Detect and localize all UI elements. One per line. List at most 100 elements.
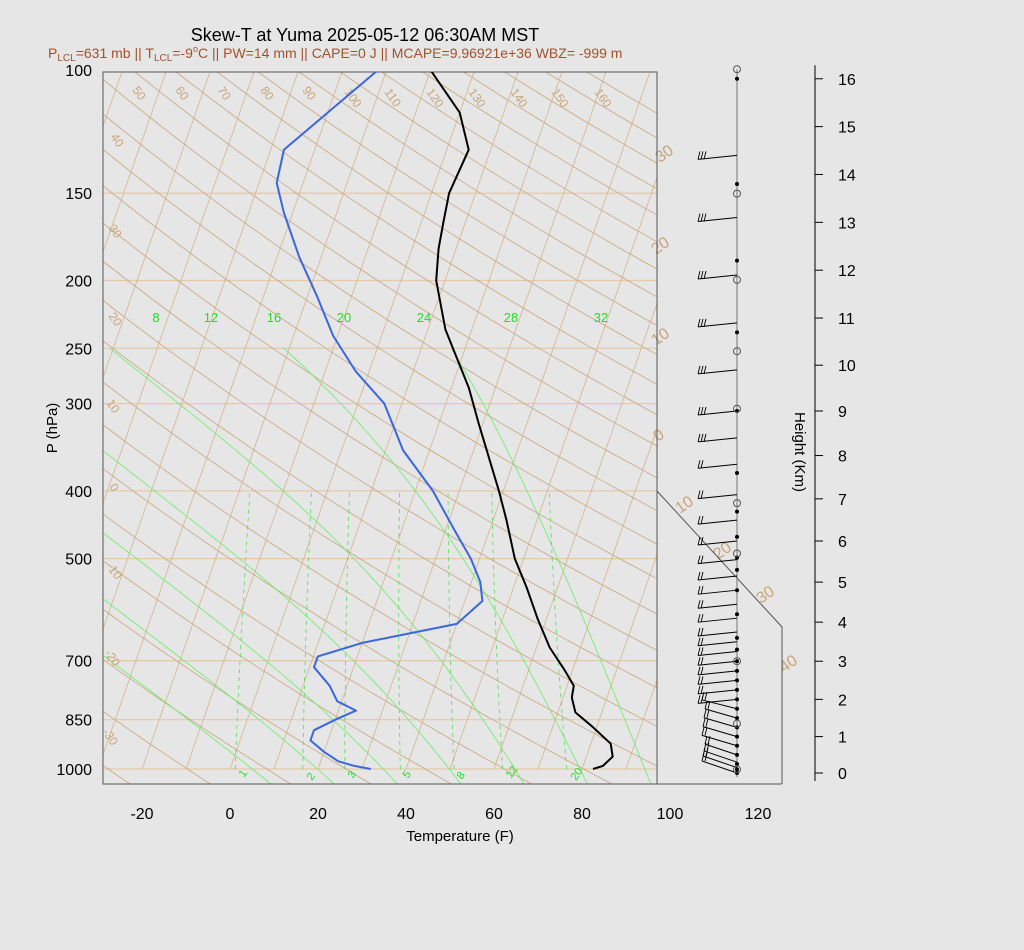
y-axis-label: P (hPa) [44, 403, 61, 454]
dry-adiabat-line [421, 72, 657, 216]
height-tick-label: 15 [838, 120, 856, 137]
wind-barb-feather [706, 742, 710, 752]
wind-level-circle [733, 549, 741, 558]
isotherm-line [449, 176, 657, 770]
moist-adiabat-line [103, 532, 398, 784]
wind-level-circle [733, 275, 741, 284]
wind-barb-feather [703, 270, 707, 280]
wind-barb-feather [697, 600, 701, 609]
wind-level-circle [733, 765, 741, 774]
y-tick-label: 850 [65, 713, 92, 730]
wind-barb-feather [697, 627, 701, 637]
dry-adiabat-line [103, 710, 211, 784]
wind-level-dot [735, 687, 739, 692]
dry-adiabat-line [103, 424, 657, 767]
wind-level-dot [735, 767, 739, 772]
dry-adiabat-line [103, 513, 532, 784]
height-tick-label: 4 [838, 615, 847, 632]
wind-level-dot [735, 330, 739, 335]
wind-barb-feather [700, 637, 704, 646]
wind-barb-feather [700, 213, 704, 222]
wind-level-dot [735, 182, 739, 187]
isotherm-label: 130 [466, 86, 489, 111]
isotherm-edge-label: 20 [649, 234, 673, 258]
dry-adiabat-line [103, 340, 657, 689]
wind-level-dot [735, 76, 739, 81]
dry-adiabat-label: 20 [106, 310, 125, 329]
isotherm-edge-label: 10 [649, 325, 673, 349]
dry-adiabat-line [103, 764, 131, 784]
wind-barb-feather [697, 685, 701, 695]
isotherm-line [229, 72, 475, 770]
dry-adiabat-line [503, 72, 657, 164]
chart-subtitle: PLCL=631 mb || TLCL=-9oC || PW=14 mm || … [48, 44, 622, 64]
wind-level-circle [733, 189, 741, 198]
wind-barb-staff [697, 589, 738, 595]
dry-adiabat-line [544, 72, 657, 139]
x-tick-label: 100 [657, 806, 684, 823]
dry-adiabat-line [103, 260, 657, 615]
wind-level-dot [735, 668, 739, 673]
wind-barb-feather [700, 571, 704, 581]
height-tick-label: 1 [838, 730, 847, 747]
isotherm-line [185, 72, 431, 770]
moist-adiabat-label: 12 [204, 310, 218, 325]
isotherm-line [103, 72, 211, 379]
mixing-ratio-label: 8 [455, 770, 468, 782]
temperature-profile-line [430, 72, 614, 770]
wind-barb-feather [697, 586, 701, 595]
wind-barb-staff [702, 726, 738, 738]
mixing-ratio-label: 12 [504, 764, 521, 781]
isotherm-line [0, 70, 35, 769]
mixing-ratio-label: 3 [346, 769, 359, 781]
mixing-ratio-line [548, 490, 567, 770]
isotherm-line [103, 72, 343, 756]
wind-barb-staff [702, 755, 738, 769]
mixing-ratio-line [491, 490, 503, 770]
isotherm-label: 70 [215, 84, 234, 103]
y-tick-label: 200 [65, 274, 92, 291]
wind-barb-feather [697, 213, 701, 222]
wind-barb-staff [704, 743, 738, 756]
isotherm-line [141, 72, 387, 770]
wind-barbs [697, 65, 741, 777]
dry-adiabat-line [103, 148, 657, 512]
wind-level-circle [733, 657, 741, 666]
moist-adiabat-label: 32 [594, 310, 608, 325]
wind-barb-staff [701, 699, 738, 710]
wind-barb-feather [697, 657, 701, 666]
mixing-ratio-label: 5 [401, 769, 414, 781]
wind-barb-feather [697, 515, 701, 525]
wind-level-dot [735, 743, 739, 748]
height-tick-label: 14 [838, 167, 856, 184]
isotherm-label: 140 [508, 86, 531, 111]
wind-barb-feather [700, 365, 704, 374]
height-tick-label: 13 [838, 215, 856, 232]
isotherm-edge-label: 0 [651, 426, 668, 445]
wind-barb-feather [703, 406, 707, 416]
wind-level-dot [735, 761, 739, 766]
wind-level-circle [733, 65, 741, 74]
wind-barb-staff [697, 494, 738, 500]
wind-barb-staff [697, 660, 738, 666]
wind-barb-staff [697, 603, 738, 609]
x-tick-label: 0 [226, 806, 235, 823]
wind-barb-feather [697, 555, 701, 564]
series-layer [275, 72, 614, 770]
dry-adiabat-label: 40 [108, 131, 127, 150]
wind-barb-feather [705, 718, 709, 727]
height-axis-label: Height (Km) [791, 412, 808, 492]
wind-barb-feather [700, 270, 704, 280]
wind-barb-feather [697, 270, 701, 280]
dry-adiabat-line [103, 658, 291, 784]
wind-barb-staff [697, 559, 738, 565]
y-tick-label: 100 [65, 63, 92, 80]
dry-adiabat-line [103, 560, 452, 784]
wind-barb-staff [703, 717, 738, 728]
moist-adiabat-label: 8 [152, 310, 159, 325]
wind-barb-feather [697, 365, 701, 374]
x-tick-labels: -20 0 20 40 60 80 100 120 [130, 806, 771, 823]
wind-barb-feather [697, 695, 701, 704]
isotherm-line [802, 70, 1024, 769]
isotherm-label: 160 [592, 86, 615, 111]
